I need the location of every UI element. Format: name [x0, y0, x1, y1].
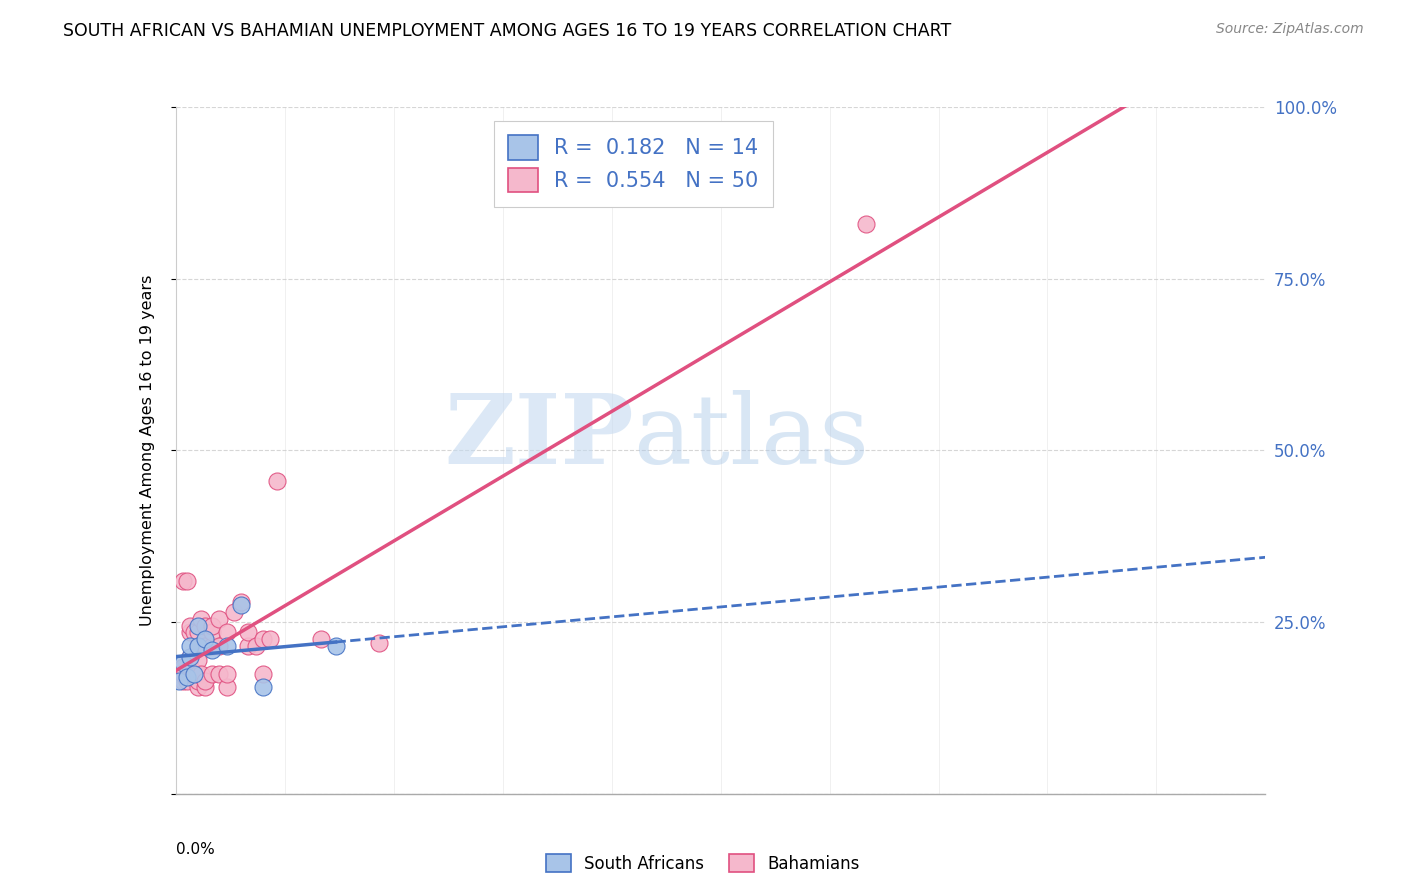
Point	[172, 574, 194, 588]
Point	[176, 574, 198, 588]
Text: atlas: atlas	[633, 390, 869, 483]
Point	[186, 618, 209, 632]
Y-axis label: Unemployment Among Ages 16 to 19 years: Unemployment Among Ages 16 to 19 years	[141, 275, 155, 626]
Point	[179, 660, 201, 674]
Point	[179, 666, 201, 681]
Point	[215, 639, 238, 653]
Point	[368, 636, 391, 650]
Point	[201, 642, 224, 657]
Point	[179, 625, 201, 640]
Point	[208, 612, 231, 626]
Point	[252, 632, 274, 647]
Point	[172, 660, 194, 674]
Point	[201, 639, 224, 653]
Point	[190, 612, 212, 626]
Point	[186, 681, 209, 695]
Point	[186, 625, 209, 640]
Point	[231, 598, 253, 612]
Point	[179, 649, 201, 664]
Point	[167, 666, 190, 681]
Text: ZIP: ZIP	[444, 390, 633, 483]
Point	[183, 666, 205, 681]
Point	[222, 605, 245, 619]
Point	[186, 666, 209, 681]
Point	[245, 639, 267, 653]
Point	[201, 666, 224, 681]
Point	[169, 673, 191, 688]
Point	[215, 625, 238, 640]
Point	[183, 666, 205, 681]
Point	[252, 681, 274, 695]
Point	[186, 653, 209, 667]
Point	[179, 618, 201, 632]
Point	[194, 681, 217, 695]
Point	[179, 639, 201, 653]
Text: 0.0%: 0.0%	[176, 842, 215, 857]
Point	[215, 666, 238, 681]
Point	[855, 217, 877, 231]
Point	[194, 632, 217, 647]
Point	[179, 649, 201, 664]
Point	[172, 657, 194, 671]
Point	[176, 670, 198, 684]
Point	[238, 639, 260, 653]
Point	[194, 673, 217, 688]
Point	[190, 666, 212, 681]
Point	[231, 594, 253, 608]
Text: SOUTH AFRICAN VS BAHAMIAN UNEMPLOYMENT AMONG AGES 16 TO 19 YEARS CORRELATION CHA: SOUTH AFRICAN VS BAHAMIAN UNEMPLOYMENT A…	[63, 22, 952, 40]
Point	[208, 666, 231, 681]
Point	[176, 673, 198, 688]
Point	[183, 625, 205, 640]
Point	[186, 639, 209, 653]
Point	[238, 625, 260, 640]
Point	[194, 639, 217, 653]
Point	[266, 475, 288, 489]
Text: Source: ZipAtlas.com: Source: ZipAtlas.com	[1216, 22, 1364, 37]
Point	[169, 666, 191, 681]
Point	[252, 666, 274, 681]
Point	[259, 632, 281, 647]
Point	[186, 673, 209, 688]
Point	[201, 618, 224, 632]
Point	[194, 618, 217, 632]
Point	[201, 625, 224, 640]
Point	[309, 632, 332, 647]
Point	[172, 673, 194, 688]
Point	[215, 681, 238, 695]
Legend: South Africans, Bahamians: South Africans, Bahamians	[540, 847, 866, 880]
Point	[325, 639, 347, 653]
Point	[172, 666, 194, 681]
Point	[183, 666, 205, 681]
Point	[186, 639, 209, 653]
Point	[208, 639, 231, 653]
Legend: R =  0.182   N = 14, R =  0.554   N = 50: R = 0.182 N = 14, R = 0.554 N = 50	[494, 121, 773, 207]
